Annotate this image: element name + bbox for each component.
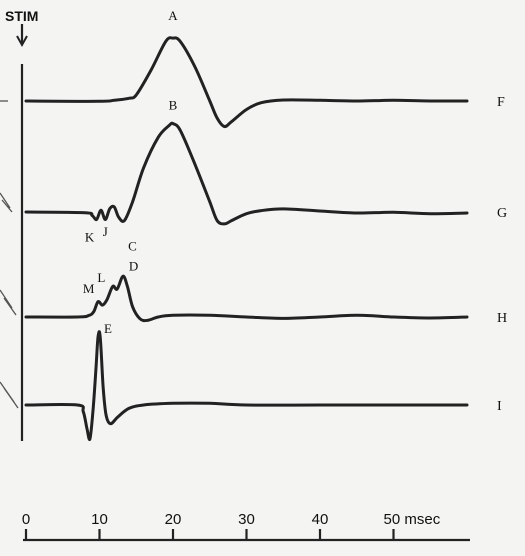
trace-label-g: G xyxy=(497,206,507,221)
trace-i xyxy=(24,330,469,442)
x-tick-label-40: 40 xyxy=(312,511,329,528)
peak-labels: A K J C B ML D E xyxy=(83,8,178,336)
stim-label: STIM xyxy=(5,8,38,24)
x-axis: 0 10 20 30 40 50 msec xyxy=(22,511,470,542)
stimulus-marker: STIM xyxy=(5,8,38,441)
x-tick-label-10: 10 xyxy=(91,511,108,528)
x-tick-label-20: 20 xyxy=(165,511,182,528)
trace-f xyxy=(24,36,469,129)
trace-label-f: F xyxy=(497,95,505,110)
peak-label-a: A xyxy=(168,8,178,23)
peak-label-c: C xyxy=(128,239,137,254)
stim-arrowhead xyxy=(16,35,28,48)
x-tick-label-0: 0 xyxy=(22,511,30,528)
peak-label-l: L xyxy=(97,270,105,285)
trace-labels: F G H I xyxy=(497,95,507,414)
trace-g xyxy=(24,121,469,226)
peak-label-j: J xyxy=(103,224,108,239)
peak-label-k: K xyxy=(85,230,95,245)
peak-label-e: E xyxy=(104,321,112,336)
peak-label-m: M xyxy=(83,281,95,296)
trace-label-i: I xyxy=(497,399,502,414)
x-tick-label-30: 30 xyxy=(238,511,255,528)
trace-h xyxy=(24,274,469,323)
peak-label-d: D xyxy=(129,258,138,273)
x-tick-label-50: 50 msec xyxy=(384,511,441,528)
left-edge-fragments xyxy=(0,100,19,409)
peak-label-b: B xyxy=(169,98,178,113)
trace-label-h: H xyxy=(497,311,507,326)
traces xyxy=(24,36,469,442)
